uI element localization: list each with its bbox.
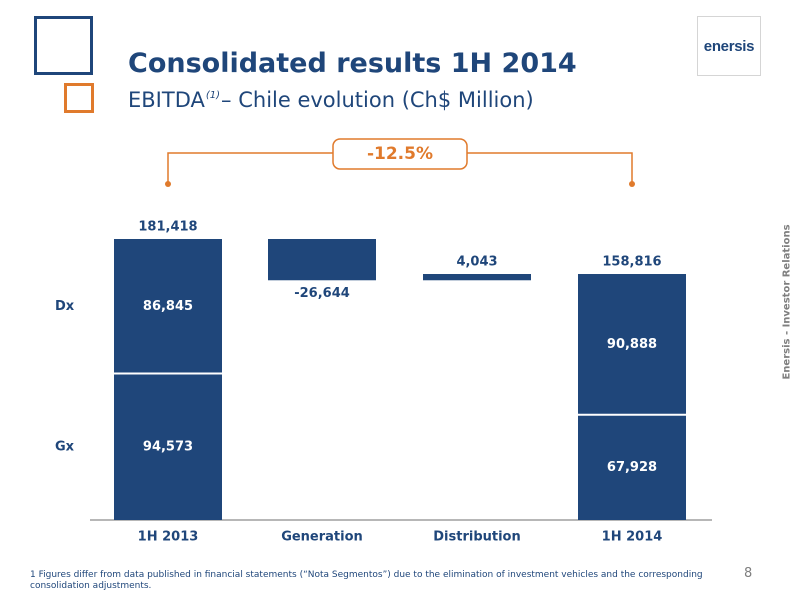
bar-segment-gx — [114, 373, 222, 520]
bar-segment-dx — [578, 274, 686, 415]
bracket-dot-right — [629, 181, 635, 187]
total-value-label: 181,418 — [138, 220, 197, 235]
category-tick-label: Distribution — [433, 530, 520, 545]
page-number: 8 — [744, 566, 753, 581]
category-tick-label: 1H 2013 — [138, 530, 199, 545]
decorative-square-large — [34, 16, 93, 75]
decorative-square-small — [64, 83, 94, 113]
slide-subtitle: EBITDA(1)– Chile evolution (Ch$ Million) — [128, 88, 534, 112]
category-tick-label: Generation — [281, 530, 363, 545]
delta-value-label: -26,644 — [294, 286, 350, 301]
subtitle-rest: – Chile evolution (Ch$ Million) — [221, 88, 534, 112]
subtitle-footnote-ref: (1) — [205, 90, 221, 101]
delta-bar — [268, 239, 376, 281]
bracket-dot-left — [165, 181, 171, 187]
change-badge — [332, 138, 468, 170]
change-percentage-label: -12.5% — [367, 144, 433, 164]
footnote: 1 Figures differ from data published in … — [30, 570, 703, 591]
delta-value-label: 4,043 — [456, 255, 497, 270]
company-logo: enersis — [697, 16, 761, 76]
delta-bar — [423, 274, 531, 281]
ebitda-waterfall-chart: 94,573 86,845 181,418 1H 2013 -26,644 Generat… — [55, 138, 712, 545]
segment-row-label: Dx — [55, 299, 75, 314]
bar-segment-gx — [578, 414, 686, 520]
segment-row-label: Gx — [55, 439, 75, 454]
category-tick-label: 1H 2014 — [602, 530, 663, 545]
segment-value-label: 86,845 — [143, 299, 193, 314]
bar-segment-dx — [114, 239, 222, 374]
subtitle-metric: EBITDA — [128, 88, 205, 112]
segment-value-label: 94,573 — [143, 439, 193, 454]
logo-text: enersis — [703, 37, 755, 55]
segment-value-label: 67,928 — [607, 460, 657, 475]
segment-value-label: 90,888 — [607, 337, 657, 352]
slide-title: Consolidated results 1H 2014 — [128, 48, 577, 79]
total-value-label: 158,816 — [602, 255, 661, 270]
